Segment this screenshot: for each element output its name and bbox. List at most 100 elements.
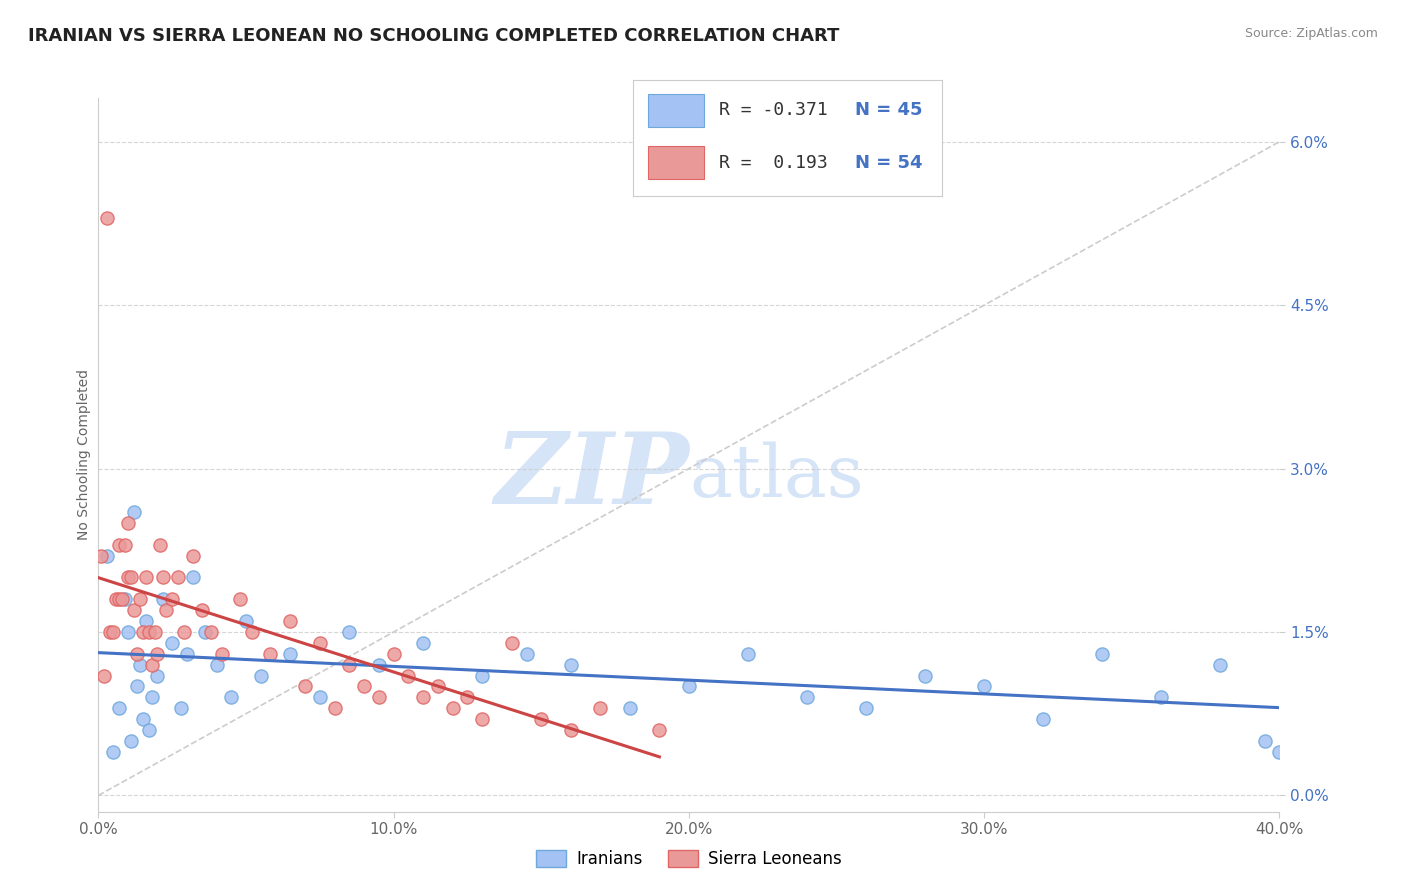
Point xyxy=(162,636,183,650)
Point xyxy=(973,680,995,694)
Point xyxy=(368,657,391,672)
Point xyxy=(146,668,169,682)
Point xyxy=(530,712,553,726)
Point xyxy=(117,516,139,530)
Point xyxy=(141,657,163,672)
Text: N = 54: N = 54 xyxy=(855,153,922,171)
Point xyxy=(138,624,160,639)
Point xyxy=(648,723,671,737)
Point xyxy=(412,690,434,705)
Point xyxy=(382,647,405,661)
Point xyxy=(170,701,193,715)
Point xyxy=(211,647,233,661)
Point xyxy=(737,647,759,661)
Bar xyxy=(648,146,704,178)
Point xyxy=(152,570,174,584)
Point xyxy=(456,690,478,705)
Point xyxy=(1091,647,1114,661)
Point xyxy=(105,592,128,607)
Point xyxy=(96,211,118,225)
Point xyxy=(125,647,148,661)
Point xyxy=(103,624,125,639)
Point xyxy=(1254,734,1277,748)
Text: atlas: atlas xyxy=(689,441,863,512)
Point xyxy=(132,712,155,726)
Point xyxy=(117,624,139,639)
Point xyxy=(138,723,160,737)
Point xyxy=(152,592,174,607)
Point xyxy=(235,614,257,628)
Point xyxy=(560,657,582,672)
Bar xyxy=(648,95,704,127)
Point xyxy=(294,680,316,694)
Point xyxy=(155,603,177,617)
Point xyxy=(278,647,302,661)
Point xyxy=(132,624,155,639)
Point xyxy=(111,592,134,607)
Y-axis label: No Schooling Completed: No Schooling Completed xyxy=(77,369,91,541)
Point xyxy=(353,680,375,694)
Point xyxy=(167,570,190,584)
Point xyxy=(114,538,136,552)
Point xyxy=(396,668,419,682)
Point xyxy=(560,723,582,737)
Point xyxy=(103,745,125,759)
Point xyxy=(98,624,121,639)
Point xyxy=(323,701,346,715)
Point xyxy=(90,549,112,563)
Point xyxy=(128,592,150,607)
Point xyxy=(796,690,818,705)
Point xyxy=(589,701,612,715)
Point xyxy=(259,647,281,661)
Point xyxy=(191,603,214,617)
Legend: Iranians, Sierra Leoneans: Iranians, Sierra Leoneans xyxy=(530,843,848,875)
Point xyxy=(122,603,145,617)
Point xyxy=(108,538,131,552)
Text: R = -0.371: R = -0.371 xyxy=(720,102,828,120)
Point xyxy=(471,712,494,726)
Point xyxy=(205,657,228,672)
Point xyxy=(141,690,163,705)
Point xyxy=(309,636,332,650)
Text: R =  0.193: R = 0.193 xyxy=(720,153,828,171)
Point xyxy=(200,624,222,639)
Point xyxy=(229,592,252,607)
Point xyxy=(194,624,217,639)
Point xyxy=(120,734,142,748)
Point xyxy=(120,570,142,584)
Text: IRANIAN VS SIERRA LEONEAN NO SCHOOLING COMPLETED CORRELATION CHART: IRANIAN VS SIERRA LEONEAN NO SCHOOLING C… xyxy=(28,27,839,45)
Point xyxy=(1150,690,1173,705)
Point xyxy=(309,690,332,705)
Point xyxy=(250,668,273,682)
Point xyxy=(143,624,166,639)
Point xyxy=(441,701,464,715)
Point xyxy=(501,636,523,650)
Point xyxy=(149,538,172,552)
Point xyxy=(181,570,204,584)
Point xyxy=(412,636,434,650)
Point xyxy=(914,668,936,682)
Point xyxy=(108,592,131,607)
Point xyxy=(96,549,118,563)
Point xyxy=(855,701,877,715)
Point xyxy=(108,701,131,715)
Point xyxy=(240,624,263,639)
Point xyxy=(181,549,204,563)
Point xyxy=(471,668,494,682)
Point xyxy=(219,690,243,705)
Text: Source: ZipAtlas.com: Source: ZipAtlas.com xyxy=(1244,27,1378,40)
Point xyxy=(619,701,641,715)
Point xyxy=(122,505,145,519)
Point xyxy=(128,657,150,672)
Point xyxy=(135,570,157,584)
Point xyxy=(114,592,136,607)
Point xyxy=(516,647,538,661)
Point xyxy=(278,614,302,628)
Point xyxy=(135,614,157,628)
Point xyxy=(678,680,700,694)
Point xyxy=(176,647,198,661)
Point xyxy=(1032,712,1054,726)
Point xyxy=(146,647,169,661)
Point xyxy=(162,592,183,607)
Point xyxy=(173,624,195,639)
